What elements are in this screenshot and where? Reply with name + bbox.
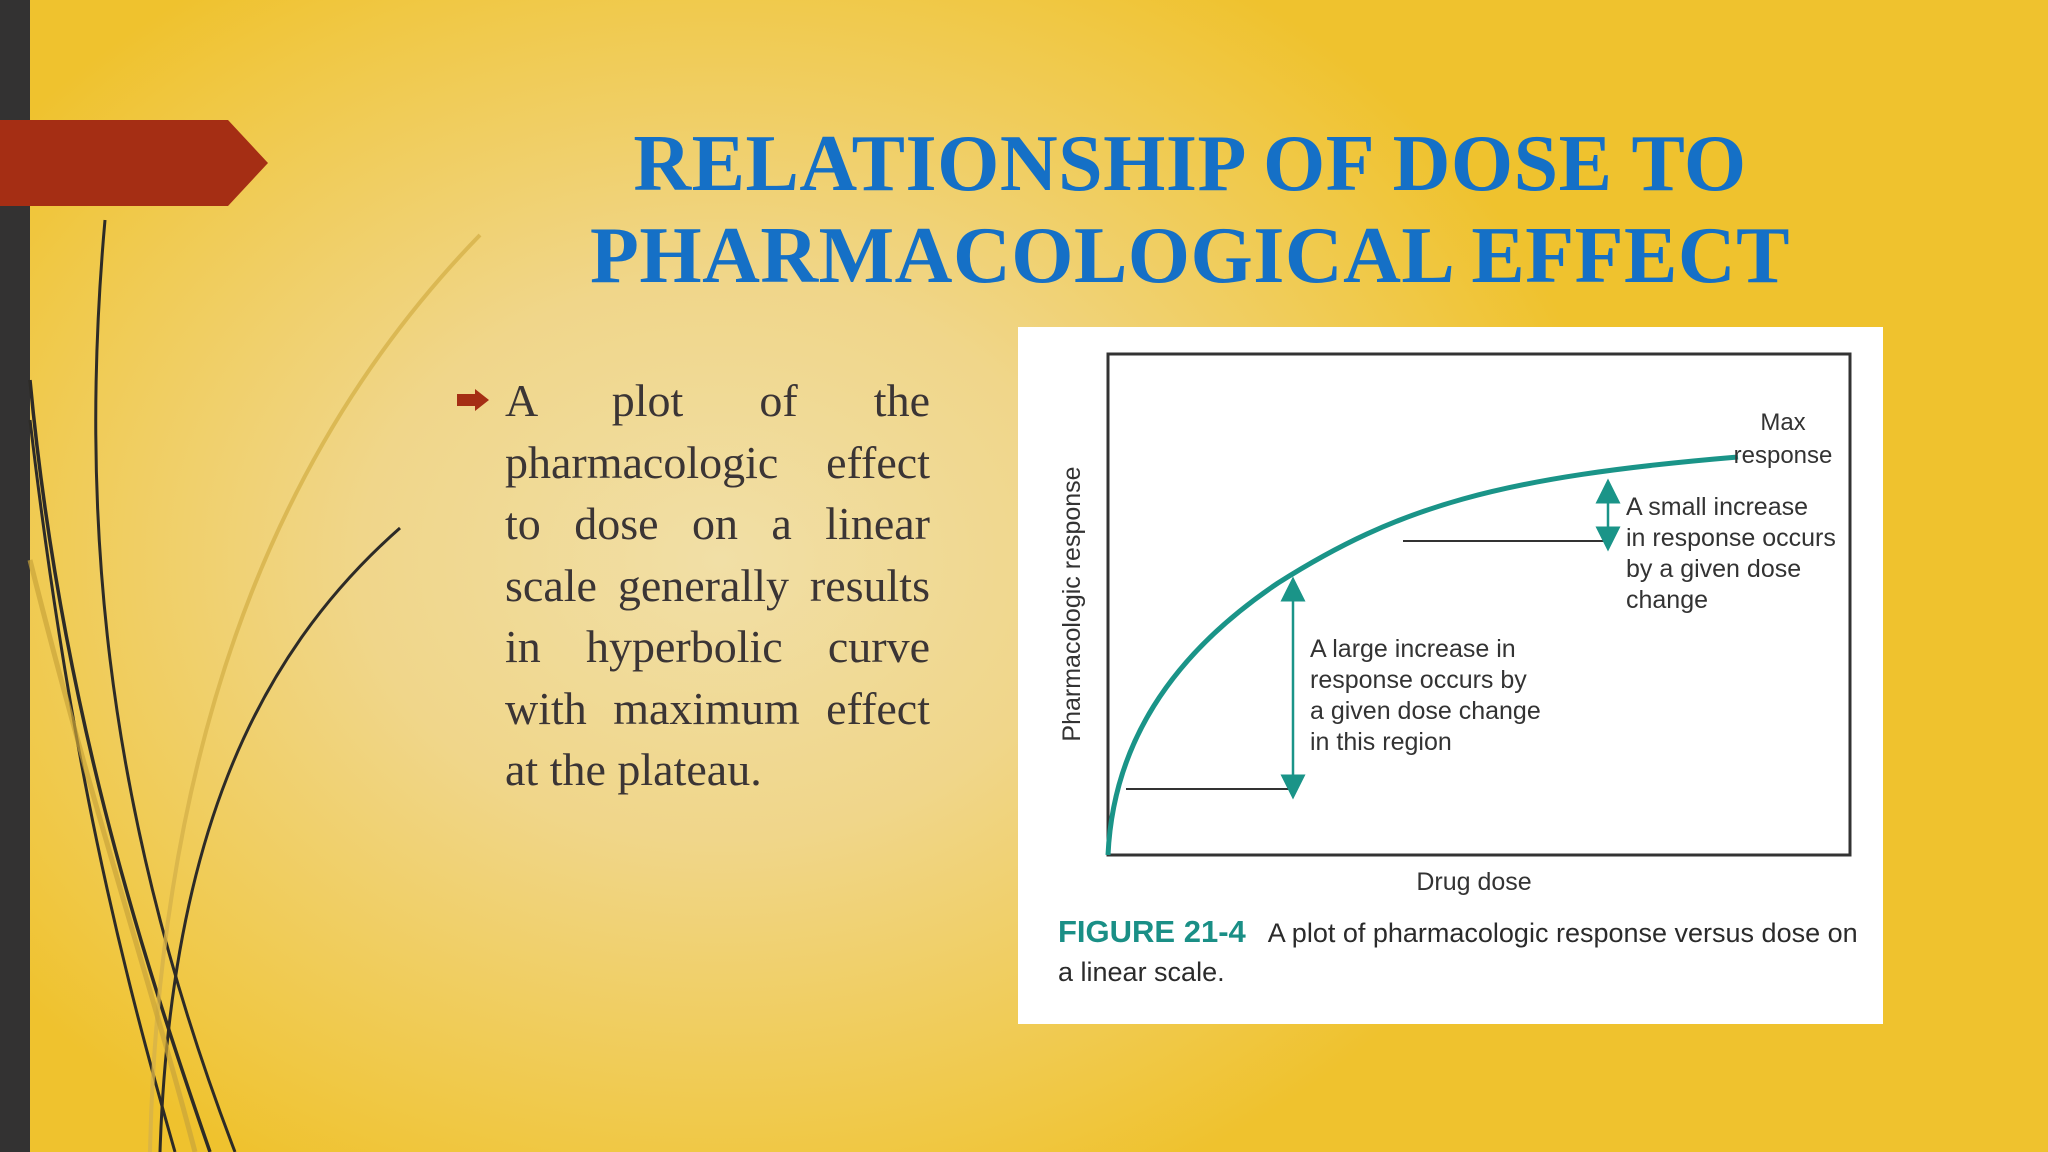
bullet-text: A plot of the pharmacologic effect to do… xyxy=(505,375,930,795)
figure-number: FIGURE 21-4 xyxy=(1058,914,1246,949)
large-note-line2: response occurs by xyxy=(1310,666,1527,694)
figure: Max response A small increase in respons… xyxy=(1018,327,1883,1024)
small-note-line3: by a given dose xyxy=(1626,555,1801,583)
figure-caption: FIGURE 21-4 A plot of pharmacologic respo… xyxy=(1058,912,1858,992)
max-response-label-line1: Max xyxy=(1760,409,1805,436)
figure-caption-text: A plot of pharmacologic response versus … xyxy=(1058,918,1858,987)
max-response-label-line2: response xyxy=(1734,442,1833,469)
bullet-point: A plot of the pharmacologic effect to do… xyxy=(455,370,930,801)
x-axis-label: Drug dose xyxy=(1416,868,1531,896)
slide-title: RELATIONSHIP OF DOSE TO PHARMACOLOGICAL … xyxy=(590,120,1790,300)
response-curve xyxy=(1105,454,1739,856)
large-note-line3: a given dose change xyxy=(1310,697,1541,725)
decorative-curves xyxy=(27,219,482,1152)
small-note-line2: in response occurs xyxy=(1626,524,1836,552)
plot-frame xyxy=(1106,352,1852,857)
dose-response-diagram: Max response A small increase in respons… xyxy=(1058,352,1852,896)
small-note-line1: A small increase xyxy=(1626,493,1808,521)
arrow-right-icon xyxy=(457,389,489,411)
large-note-line1: A large increase in xyxy=(1310,635,1516,663)
accent-arrow-tab xyxy=(0,120,268,206)
large-note-line4: in this region xyxy=(1310,728,1452,756)
small-note-line4: change xyxy=(1626,586,1708,614)
y-axis-label: Pharmacologic response xyxy=(1058,466,1086,741)
